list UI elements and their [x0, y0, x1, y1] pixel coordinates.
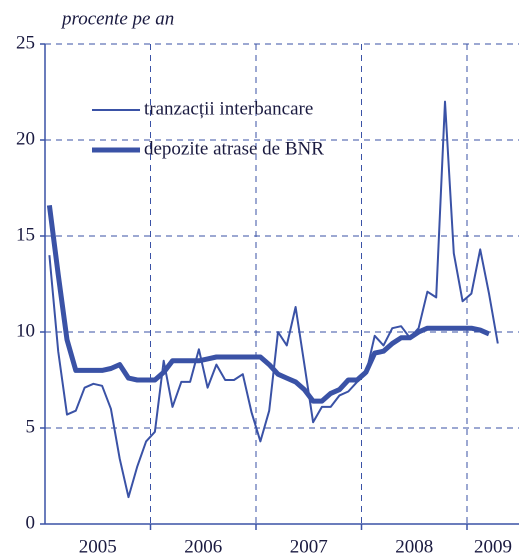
y-tick-label: 20: [16, 128, 35, 149]
x-tick-label: 2007: [290, 536, 328, 557]
y-tick-label: 10: [16, 320, 35, 341]
x-tick-label: 2006: [184, 536, 222, 557]
y-tick-label: 15: [16, 224, 35, 245]
series-line: [48, 100, 499, 499]
chart-subtitle: procente pe an: [60, 8, 174, 29]
legend-label: tranzacții interbancare: [144, 98, 313, 119]
x-tick-label: 2009: [474, 536, 512, 557]
y-tick-label: 5: [26, 416, 36, 437]
y-tick-label: 25: [16, 32, 35, 53]
legend-label: depozite atrase de BNR: [144, 138, 324, 159]
x-tick-label: 2005: [79, 536, 117, 557]
x-tick-label: 2008: [395, 536, 433, 557]
y-tick-label: 0: [26, 512, 36, 533]
series-line: [46, 204, 490, 404]
